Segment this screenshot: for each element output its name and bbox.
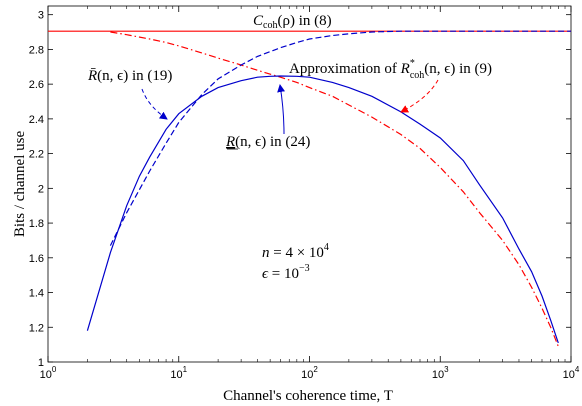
series-approx-line xyxy=(110,31,559,347)
series-layer xyxy=(48,30,571,347)
param-epsilon: ϵ = 10−3 xyxy=(262,263,310,282)
y-tick-label: 2.2 xyxy=(29,149,44,161)
annotation-approx-arrow xyxy=(400,79,439,113)
y-tick-label: 2.8 xyxy=(29,44,44,56)
y-tick-label: 1 xyxy=(38,357,44,369)
param-n: n = 4 × 104 xyxy=(262,242,329,261)
annotation-rlow: R(n, ϵ) in (24) xyxy=(225,134,310,150)
x-tick-label: 100 xyxy=(40,365,57,381)
x-axis-title: Channel's coherence time, T xyxy=(223,388,393,404)
annotation-approx: Approximation of R* coh(n, ϵ) in (9) xyxy=(289,58,492,81)
x-tick-label: 104 xyxy=(563,365,580,381)
annotation-coh: Ccoh(ρ) in (8) xyxy=(253,13,332,31)
y-tick-label: 1.6 xyxy=(29,253,44,265)
plot-area xyxy=(47,5,572,363)
annotation-rlow-arrow xyxy=(277,84,286,135)
annotation-rbar: R̄(n, ϵ) in (19) xyxy=(87,68,172,84)
y-axis-title: Bits / channel use xyxy=(12,131,28,238)
x-tick-label: 103 xyxy=(432,365,449,381)
x-tick-label: 102 xyxy=(301,365,318,381)
y-tick-label: 1.2 xyxy=(29,322,44,334)
y-tick-label: 1.8 xyxy=(29,218,44,230)
y-tick-label: 2.6 xyxy=(29,79,44,91)
y-tick-label: 2.4 xyxy=(29,114,44,126)
series-rbar-line xyxy=(109,30,571,246)
y-tick-label: 1.4 xyxy=(29,288,44,300)
axis-ticks: 1 1.2 1.4 1.6 1.8 2 2.2 2.4 2.6 2.8 3 100 101 102 103 1… xyxy=(29,6,580,381)
annotation-rbar-arrow xyxy=(141,88,168,120)
series-rlow-line xyxy=(86,75,559,344)
y-tick-label: 3 xyxy=(38,10,44,22)
y-tick-label: 2 xyxy=(38,183,44,195)
x-tick-label: 101 xyxy=(170,365,187,381)
